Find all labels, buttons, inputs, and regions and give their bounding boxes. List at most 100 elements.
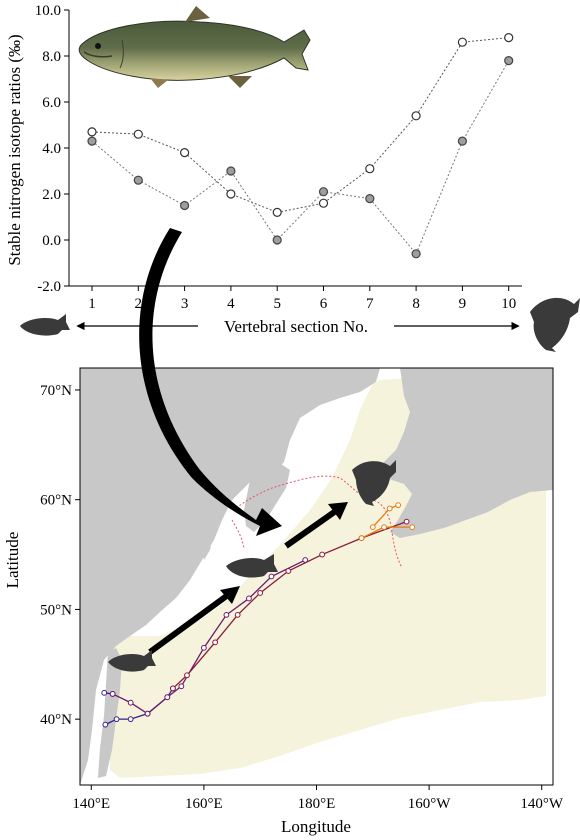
y-tick-label: 10.0: [35, 3, 61, 19]
map-y-ticks: 40°N 50°N 60°N 70°N: [40, 383, 80, 728]
migration-map: 140°E 160°E 180°E 160°W 140°W 40°N50°N60°N70…: [3, 228, 564, 836]
track-point: [268, 573, 275, 580]
boundary-line: [231, 519, 245, 549]
open-data-point: [87, 127, 97, 137]
track-point: [403, 518, 410, 525]
map-x-tick-label: 180°E: [298, 796, 336, 812]
y-tick-label: 2.0: [42, 187, 61, 203]
x-tick-label: 2: [135, 296, 143, 312]
y-tick-label: 0.0: [42, 233, 61, 249]
y-tick-label: 6.0: [42, 95, 61, 111]
boundary-line: [235, 475, 403, 569]
filled-data-point: [133, 175, 143, 185]
map-x-tick-label: 140°W: [520, 796, 563, 812]
migration-arrow: [148, 589, 234, 655]
x-tick-label: 4: [227, 296, 235, 312]
filled-data-point: [272, 235, 282, 245]
series-line: [91, 60, 510, 255]
migration-arrow-head: [328, 502, 348, 520]
filled-data-point: [226, 166, 236, 176]
open-data-point: [365, 164, 375, 174]
track-point: [381, 524, 387, 531]
track-point: [223, 612, 230, 618]
track-point: [212, 639, 219, 646]
x-tick-label: 6: [320, 296, 328, 312]
filled-data-point: [504, 55, 514, 66]
map-y-tick-label: 70°N: [40, 383, 72, 399]
map-x-tick-label: 160°W: [408, 796, 451, 812]
track-point: [369, 524, 376, 531]
open-data-point: [272, 207, 282, 217]
open-data-point: [504, 32, 514, 43]
track-point: [101, 689, 108, 696]
map-x-ticks: 140°E 160°E 180°E 160°W 140°W: [72, 785, 564, 812]
track-point: [200, 644, 207, 651]
nitrogen-isotope-chart: -2.0 0.0 2.0 4.0 6.0 8.0 10.0 1 2 3 4 5 6 7 8 9 10 Stab…: [5, 3, 580, 352]
filled-data-point: [180, 200, 190, 211]
subadult-fish-icon: [226, 554, 278, 578]
map-y-tick-label: 50°N: [40, 602, 72, 618]
map-y-tick-label: 60°N: [40, 493, 72, 509]
alaska-landmass: [380, 368, 553, 538]
adult-fish-icon: [352, 460, 396, 506]
x-tick-label: 7: [366, 296, 374, 312]
filled-data-point: [87, 136, 97, 146]
adult-fish-icon: [530, 297, 580, 352]
track-point: [178, 683, 185, 690]
series-group: [87, 32, 514, 259]
x-tick-label: 5: [273, 296, 281, 312]
filled-data-point: [457, 136, 467, 146]
map-x-tick-label: 140°E: [72, 796, 110, 812]
map-y-tick-label: 40°N: [40, 712, 72, 728]
open-data-point: [180, 148, 190, 158]
open-data-point: [226, 189, 236, 199]
y-tick-label: 4.0: [42, 141, 61, 157]
map-x-axis-title: Longitude: [281, 817, 351, 836]
track-point: [127, 716, 134, 723]
track-point: [102, 721, 109, 728]
track-point: [285, 568, 292, 574]
juvenile-fish-icon: [108, 650, 156, 672]
migration-tracks: [101, 502, 416, 728]
track-line: [112, 559, 306, 715]
open-data-point: [133, 129, 143, 139]
salmon-illustration-icon: [78, 6, 311, 88]
map-x-tick-label: 160°E: [185, 796, 223, 812]
open-data-point: [318, 198, 329, 208]
x-axis-title: Vertebral section No.: [224, 317, 368, 336]
juvenile-fish-icon: [20, 314, 70, 336]
filled-data-point: [365, 194, 375, 204]
japan-landmass: [98, 648, 122, 778]
x-tick-label: 9: [459, 296, 467, 312]
y-axis-title: Stable nitrogen isotope ratios (‰): [5, 34, 24, 265]
kamchatka-landmass: [244, 460, 290, 532]
x-axis-ticks: 1 2 3 4 5 6 7 8 9 10: [88, 286, 516, 312]
asia-landmass: [80, 368, 380, 785]
open-data-point: [411, 111, 421, 121]
y-tick-label: 8.0: [42, 49, 61, 65]
migration-arrow-head: [220, 586, 240, 604]
track-point: [127, 699, 134, 706]
track-point: [319, 551, 326, 558]
track-point: [164, 694, 171, 701]
filled-data-point: [411, 249, 421, 259]
track-point: [386, 505, 393, 512]
x-tick-label: 10: [501, 296, 516, 312]
track-point: [184, 672, 190, 679]
track-point: [109, 691, 116, 697]
track-point: [395, 502, 402, 509]
filled-data-point: [318, 187, 329, 197]
y-tick-label: -2.0: [37, 279, 61, 295]
x-tick-label: 1: [88, 296, 96, 312]
open-data-point: [457, 37, 467, 47]
x-tick-label: 3: [181, 296, 189, 312]
migration-arrow: [284, 505, 342, 549]
track-point: [170, 685, 176, 692]
track-point: [358, 535, 365, 541]
track-point: [257, 590, 264, 596]
track-point: [246, 595, 252, 602]
map-y-axis-title: Latitude: [3, 532, 22, 589]
track-point: [234, 612, 241, 618]
track-point: [409, 524, 416, 531]
